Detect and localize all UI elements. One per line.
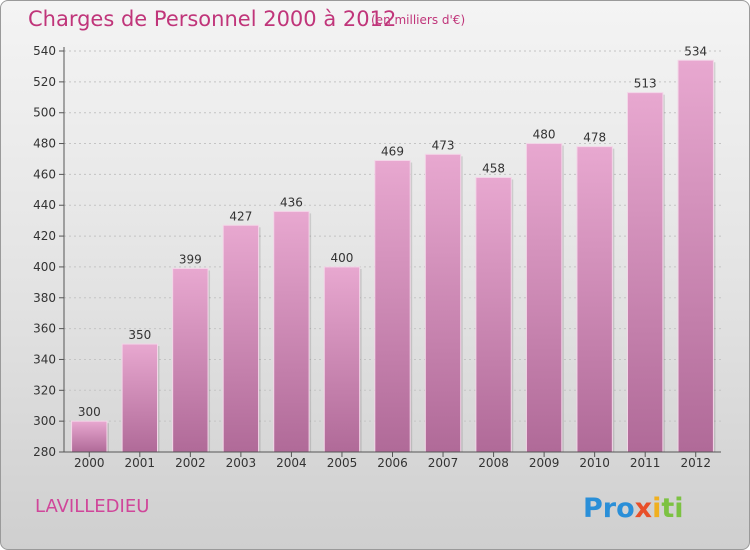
bar xyxy=(525,143,563,453)
bar-value-label: 478 xyxy=(583,131,606,145)
bar xyxy=(424,153,462,453)
chart-title: Charges de Personnel 2000 à 2012 xyxy=(28,7,397,31)
bar xyxy=(576,146,613,453)
bar xyxy=(475,176,512,453)
y-tick-label: 440 xyxy=(33,198,56,212)
bar xyxy=(222,224,260,453)
y-tick-label: 480 xyxy=(33,137,56,151)
bar xyxy=(273,210,310,453)
bar-value-label: 399 xyxy=(179,252,202,266)
x-tick-label: 2009 xyxy=(529,456,560,470)
y-tick-label: 360 xyxy=(33,322,56,336)
chart-unit: (en milliers d'€) xyxy=(371,13,466,27)
x-tick-label: 2011 xyxy=(630,456,661,470)
bar-value-label: 480 xyxy=(533,128,556,142)
bar-value-label: 469 xyxy=(381,145,404,159)
x-tick-label: 2010 xyxy=(579,456,610,470)
y-tick-label: 400 xyxy=(33,260,56,274)
svg-text:Proxiti: Proxiti xyxy=(583,493,684,524)
bars: 300 350 399 427 436 400 469 473 458 480 478 513 534 xyxy=(71,44,716,453)
y-tick-label: 460 xyxy=(33,167,56,181)
y-tick-label: 340 xyxy=(33,352,56,366)
y-tick-label: 520 xyxy=(33,75,56,89)
x-tick-label: 2008 xyxy=(478,456,509,470)
x-tick-label: 2012 xyxy=(680,456,711,470)
bar xyxy=(323,266,361,453)
bar xyxy=(374,160,411,453)
proxiti-logo: Proxiti xyxy=(583,493,684,524)
bar-value-label: 513 xyxy=(634,77,657,91)
y-tick-label: 320 xyxy=(33,383,56,397)
y-tick-label: 500 xyxy=(33,106,56,120)
y-tick-label: 300 xyxy=(33,414,56,428)
bar xyxy=(677,59,714,453)
y-tick-label: 380 xyxy=(33,291,56,305)
bar-value-label: 400 xyxy=(331,251,354,265)
bar-value-label: 473 xyxy=(432,138,455,152)
bar-value-label: 436 xyxy=(280,195,303,209)
y-tick-label: 280 xyxy=(33,445,56,459)
bar xyxy=(121,343,158,453)
bar xyxy=(71,420,108,453)
x-tick-label: 2007 xyxy=(428,456,459,470)
x-tick-label: 2001 xyxy=(125,456,156,470)
bar-value-label: 458 xyxy=(482,161,505,175)
x-tick-label: 2002 xyxy=(175,456,206,470)
bar-value-label: 427 xyxy=(229,209,252,223)
x-tick-label: 2003 xyxy=(226,456,257,470)
bar xyxy=(627,92,664,453)
x-tick-label: 2004 xyxy=(276,456,307,470)
bar-value-label: 534 xyxy=(684,44,707,58)
x-tick-label: 2000 xyxy=(74,456,105,470)
axes: 280 300 320 340 360 380 400 420 440 460 480 500 520 5… xyxy=(33,44,721,470)
y-tick-label: 540 xyxy=(33,44,56,58)
x-tick-label: 2006 xyxy=(377,456,408,470)
bar-value-label: 350 xyxy=(128,328,151,342)
bar-value-label: 300 xyxy=(78,405,101,419)
x-tick-label: 2005 xyxy=(327,456,358,470)
y-tick-label: 420 xyxy=(33,229,56,243)
commune-name: LAVILLEDIEU xyxy=(35,496,150,517)
bar xyxy=(172,267,209,453)
